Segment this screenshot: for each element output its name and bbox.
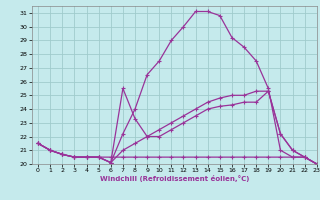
X-axis label: Windchill (Refroidissement éolien,°C): Windchill (Refroidissement éolien,°C) [100,175,249,182]
